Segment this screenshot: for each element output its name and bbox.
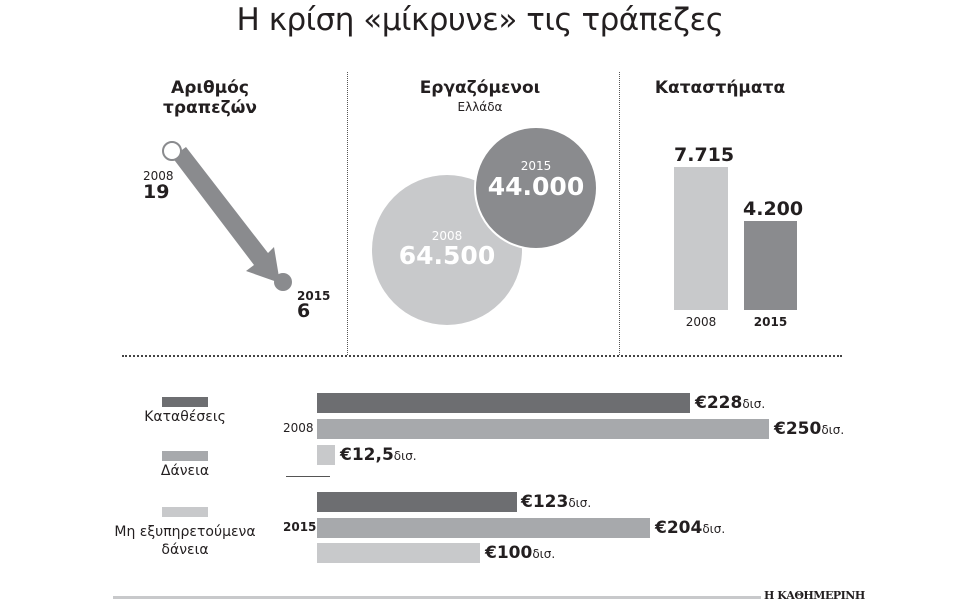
- label-npl-2008: €12,5δισ.: [340, 445, 417, 465]
- circle-2015: [474, 126, 598, 250]
- banks-title: Αριθμός τραπεζών: [140, 78, 280, 118]
- branches-2015-year: 2015: [753, 315, 788, 329]
- legend-deposits: Καταθέσεις: [144, 409, 226, 425]
- legend-npl: Μη εξυπηρετούμενα δάνεια: [85, 523, 285, 559]
- banks-2008-year: 2008: [143, 169, 174, 183]
- bar-deposits-2008: [317, 393, 690, 413]
- label-loans-2008: €250δισ.: [774, 419, 845, 439]
- page-title: Η κρίση «μίκρυνε» τις τράπεζες: [236, 2, 724, 38]
- branches-2015-value: 4.200: [743, 198, 804, 220]
- banks-title-line2: τραπεζών: [162, 98, 257, 118]
- source-logo: Η ΚΑΘΗΜΕΡΙΝΗ: [764, 589, 865, 602]
- employees-2015-year: 2015: [520, 159, 552, 173]
- bar-npl-2008: [317, 445, 335, 465]
- branches-2008-year: 2008: [685, 315, 717, 329]
- bars-2015-year: 2015: [283, 520, 317, 534]
- label-deposits-2015: €123δισ.: [521, 492, 592, 512]
- legend-loans: Δάνεια: [160, 463, 210, 479]
- banks-2015-year: 2015: [297, 289, 331, 303]
- branches-title: Καταστήματα: [654, 78, 786, 98]
- legend-swatch-loans: [162, 451, 208, 461]
- legend-npl-line1: Μη εξυπηρετούμενα: [114, 524, 256, 540]
- employees-2015-value: 44.000: [487, 172, 585, 201]
- bars-2008-year: 2008: [283, 421, 314, 435]
- divider: [619, 72, 620, 355]
- section-divider: [122, 355, 842, 357]
- bar-branches-2015: [744, 221, 797, 310]
- banks-2008-value: 19: [143, 181, 170, 203]
- label-loans-2015: €204δισ.: [655, 518, 726, 538]
- branches-2008-value: 7.715: [674, 144, 735, 166]
- employees-title: Εργαζόμενοι: [419, 78, 541, 98]
- banks-title-line1: Αριθμός: [171, 78, 249, 98]
- legend-npl-line2: δάνεια: [161, 542, 209, 558]
- label-npl-2015: €100δισ.: [485, 543, 556, 563]
- employees-subtitle: Ελλάδα: [457, 100, 503, 114]
- employees-2008-year: 2008: [431, 229, 463, 243]
- legend-swatch-deposits: [162, 397, 208, 407]
- bar-deposits-2015: [317, 492, 517, 512]
- bar-loans-2015: [317, 518, 650, 538]
- label-deposits-2008: €228δισ.: [695, 393, 766, 413]
- legend-swatch-npl: [162, 507, 208, 517]
- bar-loans-2008: [317, 419, 769, 439]
- divider: [347, 72, 348, 355]
- footer-rule: [113, 596, 761, 599]
- group-divider: [286, 476, 330, 477]
- decline-arrow-icon: [162, 141, 292, 291]
- employees-2008-value: 64.500: [398, 241, 496, 270]
- banks-2015-value: 6: [297, 300, 311, 322]
- bar-branches-2008: [674, 167, 728, 310]
- bar-npl-2015: [317, 543, 480, 563]
